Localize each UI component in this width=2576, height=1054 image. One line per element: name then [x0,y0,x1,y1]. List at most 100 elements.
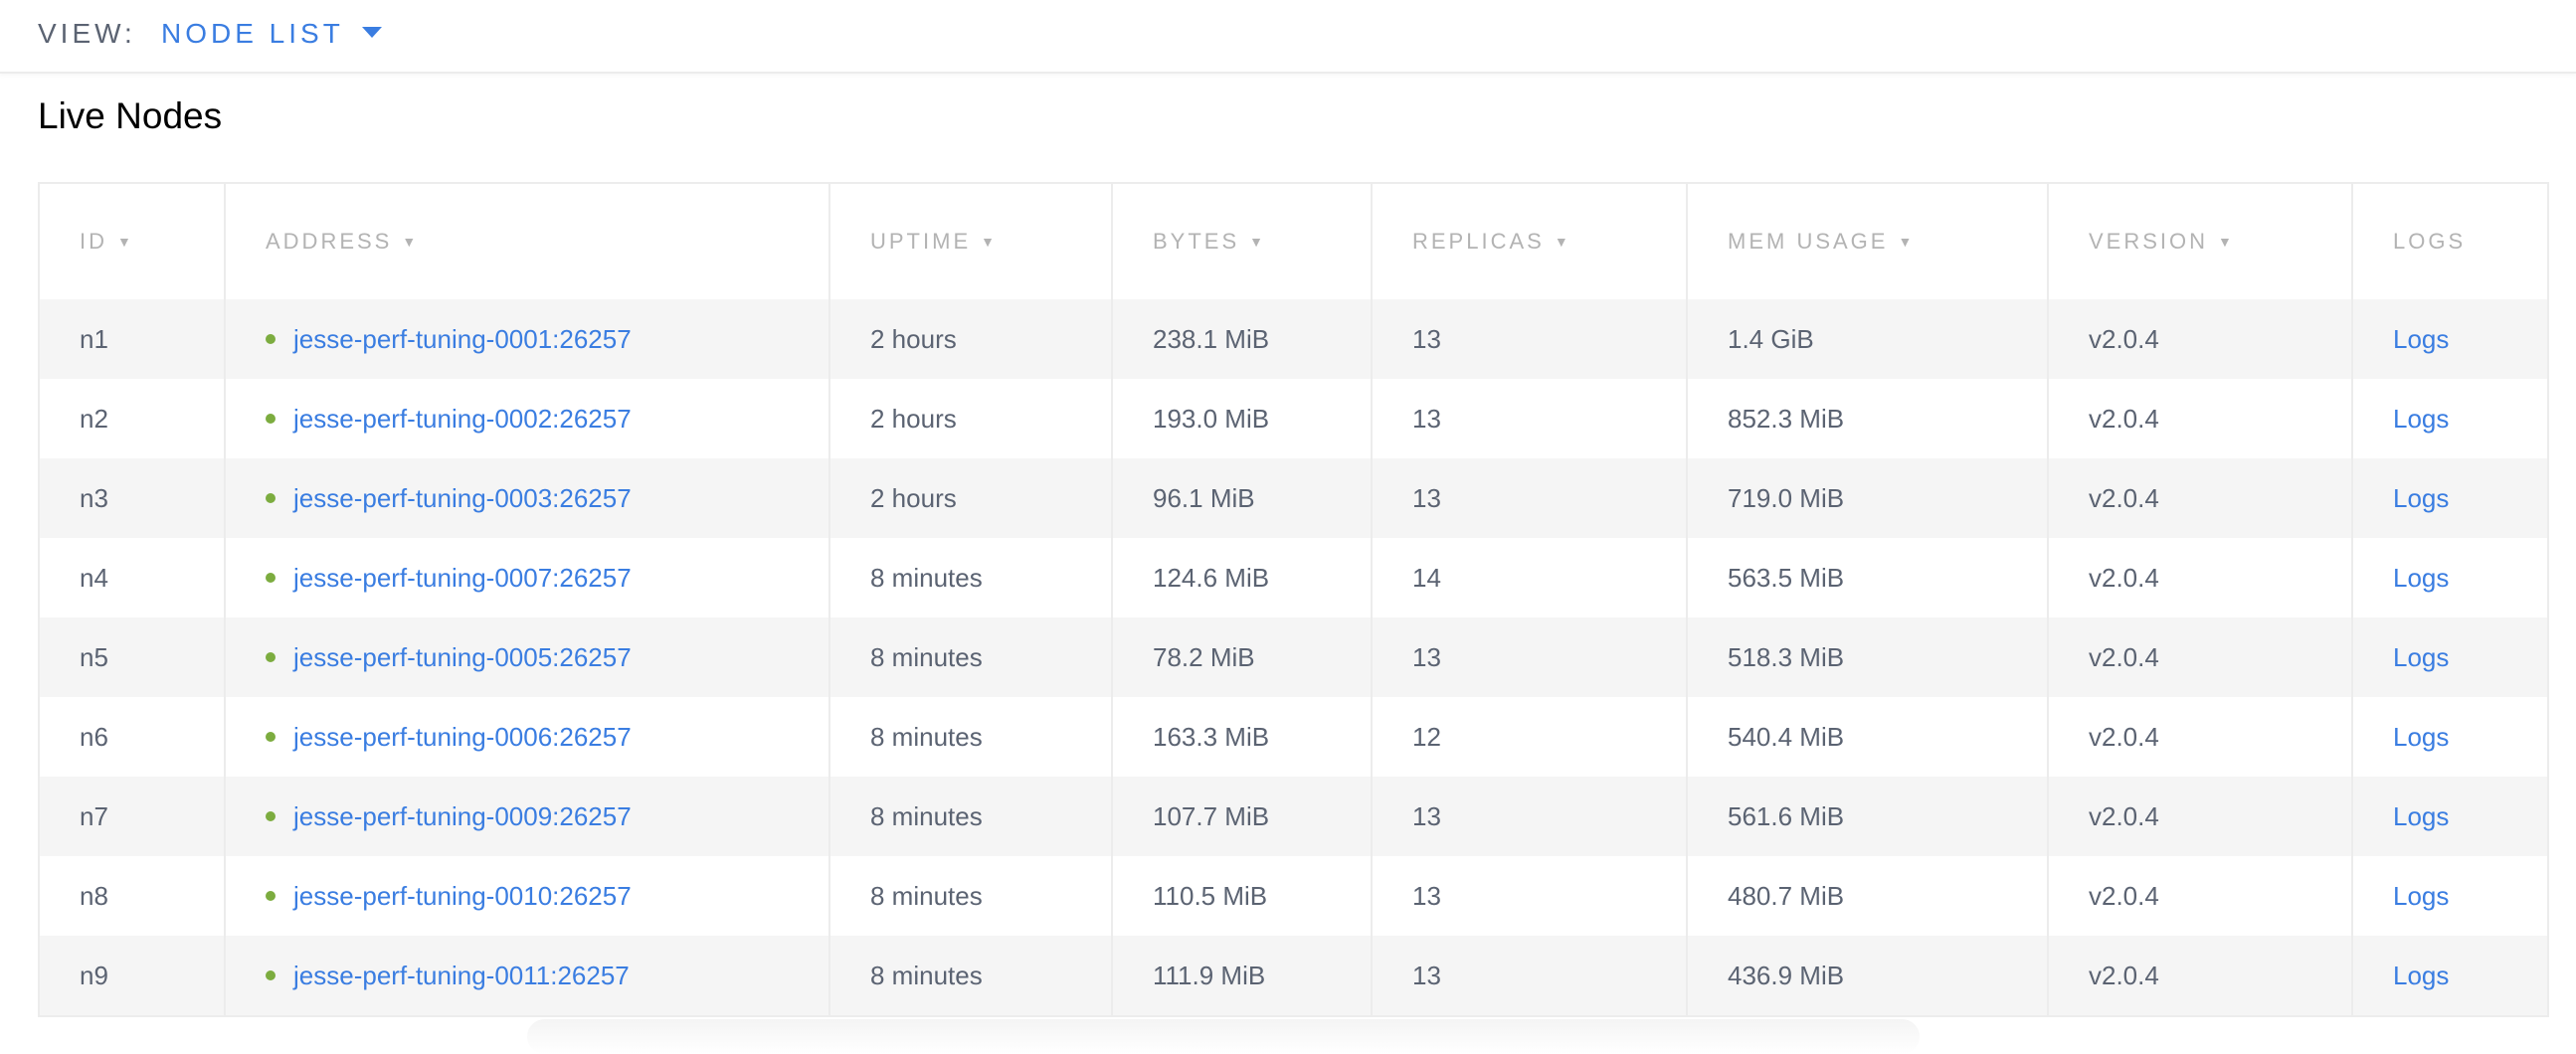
cell-logs: Logs [2351,936,2548,1016]
node-address-link[interactable]: jesse-perf-tuning-0009:26257 [293,800,632,831]
cell-logs: Logs [2351,777,2548,856]
column-header-uptime[interactable]: UPTIME ▼ [828,183,1112,299]
sort-caret-icon: ▼ [1898,234,1916,250]
cell-bytes: 193.0 MiB [1111,379,1372,458]
logs-link[interactable]: Logs [2393,641,2450,672]
logs-link[interactable]: Logs [2393,403,2450,434]
cell-id: n8 [38,856,225,936]
caret-down-icon [361,27,382,39]
cell-logs: Logs [2351,538,2548,617]
logs-link[interactable]: Logs [2393,721,2450,752]
cell-address: jesse-perf-tuning-0001:26257 [224,299,829,379]
cell-address: jesse-perf-tuning-0011:26257 [224,936,829,1016]
view-dropdown[interactable]: NODE LIST [161,18,382,50]
cell-id: n1 [38,299,225,379]
sort-caret-icon: ▼ [1554,234,1571,250]
cell-id: n2 [38,379,225,458]
cell-mem: 563.5 MiB [1686,538,2048,617]
node-address-link[interactable]: jesse-perf-tuning-0010:26257 [293,880,632,911]
column-header-bytes[interactable]: BYTES ▼ [1111,183,1372,299]
cell-uptime: 2 hours [828,299,1112,379]
cell-mem: 719.0 MiB [1686,458,2048,538]
table-row: n4 jesse-perf-tuning-0007:26257 8 minutes 1… [38,538,2548,617]
status-live-icon [266,731,276,742]
table-row: n7 jesse-perf-tuning-0009:26257 8 minutes 1… [38,777,2548,856]
column-label: MEM USAGE [1728,229,1889,254]
table-row: n6 jesse-perf-tuning-0006:26257 8 minutes 1… [38,697,2548,777]
page-title: Live Nodes [38,95,223,136]
node-address-link[interactable]: jesse-perf-tuning-0005:26257 [293,641,632,672]
cell-id: n4 [38,538,225,617]
column-header-address[interactable]: ADDRESS ▼ [224,183,829,299]
column-label: REPLICAS [1412,229,1545,254]
cell-replicas: 13 [1371,617,1687,697]
view-dropdown-value: NODE LIST [161,18,344,49]
cell-uptime: 8 minutes [828,617,1112,697]
status-live-icon [266,651,276,662]
column-header-mem-usage[interactable]: MEM USAGE ▼ [1686,183,2048,299]
cell-logs: Logs [2351,299,2548,379]
node-address-link[interactable]: jesse-perf-tuning-0011:26257 [293,960,630,990]
node-address-link[interactable]: jesse-perf-tuning-0006:26257 [293,721,632,752]
cell-version: v2.0.4 [2047,936,2352,1016]
table-row: n3 jesse-perf-tuning-0003:26257 2 hours 96.… [38,458,2548,538]
column-header-id[interactable]: ID ▼ [38,183,225,299]
cell-version: v2.0.4 [2047,777,2352,856]
cell-version: v2.0.4 [2047,617,2352,697]
cell-uptime: 2 hours [828,458,1112,538]
column-label: UPTIME [870,229,972,254]
node-address-link[interactable]: jesse-perf-tuning-0007:26257 [293,562,632,593]
cell-id: n7 [38,777,225,856]
status-live-icon [266,969,276,980]
view-label: VIEW: [38,18,136,49]
cell-id: n3 [38,458,225,538]
top-bar: VIEW: NODE LIST [0,0,2576,74]
nodes-table: ID ▼ ADDRESS ▼ UPTIME ▼ BYTES ▼ REPLICAS ▼ MEM USA… [38,182,2549,1017]
cell-logs: Logs [2351,856,2548,936]
cell-replicas: 13 [1371,379,1687,458]
cell-id: n5 [38,617,225,697]
cell-uptime: 8 minutes [828,936,1112,1016]
node-address-link[interactable]: jesse-perf-tuning-0001:26257 [293,323,632,354]
logs-link[interactable]: Logs [2393,323,2450,354]
cell-version: v2.0.4 [2047,538,2352,617]
column-label: VERSION [2089,229,2209,254]
logs-link[interactable]: Logs [2393,800,2450,831]
logs-link[interactable]: Logs [2393,960,2450,990]
cell-bytes: 107.7 MiB [1111,777,1372,856]
cell-version: v2.0.4 [2047,379,2352,458]
logs-link[interactable]: Logs [2393,562,2450,593]
column-header-replicas[interactable]: REPLICAS ▼ [1371,183,1687,299]
sort-caret-icon: ▼ [981,234,998,250]
column-header-version[interactable]: VERSION ▼ [2047,183,2352,299]
cell-version: v2.0.4 [2047,697,2352,777]
cell-mem: 1.4 GiB [1686,299,2048,379]
node-address-link[interactable]: jesse-perf-tuning-0002:26257 [293,403,632,434]
cell-replicas: 12 [1371,697,1687,777]
column-header-logs: LOGS [2351,183,2548,299]
cell-uptime: 8 minutes [828,697,1112,777]
cell-uptime: 2 hours [828,379,1112,458]
sort-caret-icon: ▼ [117,234,134,250]
cell-mem: 540.4 MiB [1686,697,2048,777]
cell-address: jesse-perf-tuning-0009:26257 [224,777,829,856]
cell-mem: 518.3 MiB [1686,617,2048,697]
status-live-icon [266,890,276,901]
column-label: BYTES [1153,229,1240,254]
cell-mem: 852.3 MiB [1686,379,2048,458]
cell-replicas: 13 [1371,777,1687,856]
cell-mem: 561.6 MiB [1686,777,2048,856]
cell-bytes: 110.5 MiB [1111,856,1372,936]
cell-logs: Logs [2351,458,2548,538]
status-live-icon [266,333,276,344]
cell-replicas: 13 [1371,936,1687,1016]
cell-address: jesse-perf-tuning-0007:26257 [224,538,829,617]
logs-link[interactable]: Logs [2393,482,2450,513]
cell-logs: Logs [2351,379,2548,458]
node-address-link[interactable]: jesse-perf-tuning-0003:26257 [293,482,632,513]
cell-bytes: 111.9 MiB [1111,936,1372,1016]
cell-bytes: 238.1 MiB [1111,299,1372,379]
logs-link[interactable]: Logs [2393,880,2450,911]
status-live-icon [266,413,276,424]
sort-caret-icon: ▼ [402,234,420,250]
